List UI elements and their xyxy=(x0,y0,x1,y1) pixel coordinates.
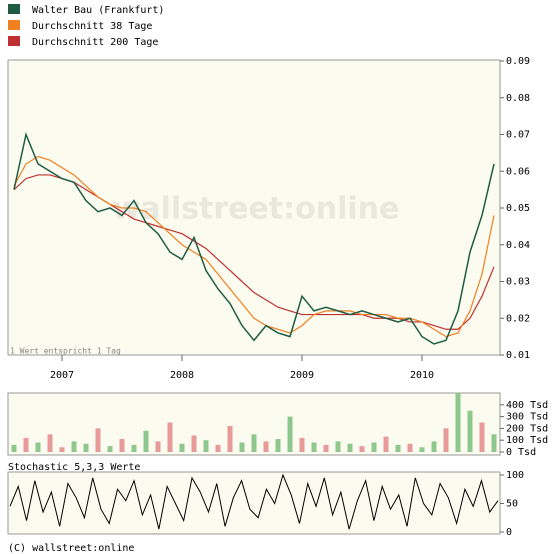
legend-swatch xyxy=(8,36,20,46)
volume-bar xyxy=(95,428,101,452)
volume-bar xyxy=(479,422,485,452)
volume-bar xyxy=(359,446,365,452)
volume-bar xyxy=(167,422,173,452)
x-tick-label: 2009 xyxy=(290,370,314,381)
y-tick-label: 0.06 xyxy=(506,166,530,177)
volume-bar xyxy=(143,430,149,452)
volume-bar xyxy=(419,447,425,452)
y-tick-label: 300 Tsd xyxy=(506,412,548,423)
volume-bar xyxy=(227,426,233,452)
volume-bar xyxy=(155,441,161,452)
volume-bar xyxy=(251,434,257,452)
volume-bar xyxy=(335,441,341,452)
legend-label: Walter Bau (Frankfurt) xyxy=(32,5,164,16)
volume-bar xyxy=(215,444,221,452)
y-tick-label: 0.08 xyxy=(506,93,530,104)
y-tick-label: 0 Tsd xyxy=(506,447,536,458)
footer: (C) wallstreet:online xyxy=(8,543,134,554)
volume-bar xyxy=(119,439,125,452)
price-panel xyxy=(7,59,501,356)
volume-bar xyxy=(395,444,401,452)
volume-bar xyxy=(263,441,269,452)
y-tick-label: 0 xyxy=(506,527,512,538)
volume-bar xyxy=(47,434,53,452)
legend-label: Durchschnitt 38 Tage xyxy=(32,21,152,32)
y-tick-label: 0.04 xyxy=(506,240,530,251)
volume-bar xyxy=(383,436,389,452)
volume-bar xyxy=(287,416,293,452)
stochastic-line xyxy=(9,473,499,530)
volume-bar xyxy=(299,437,305,452)
x-tick-label: 2008 xyxy=(170,370,194,381)
y-tick-label: 0.02 xyxy=(506,313,530,324)
volume-bar xyxy=(179,443,185,452)
volume-bar xyxy=(491,434,497,452)
volume-bar xyxy=(455,393,461,452)
volume-bar xyxy=(83,443,89,452)
legend-label: Durchschnitt 200 Tage xyxy=(32,37,158,48)
y-tick-label: 0.03 xyxy=(506,277,530,288)
y-tick-label: 0.05 xyxy=(506,203,530,214)
y-tick-label: 100 xyxy=(506,470,524,481)
price-line xyxy=(13,131,495,345)
volume-bar xyxy=(59,447,65,452)
volume-bar xyxy=(239,442,245,452)
volume-bar xyxy=(311,442,317,452)
y-tick-label: 0.09 xyxy=(506,56,530,67)
y-tick-label: 0.07 xyxy=(506,130,530,141)
note: 1 Wert entspricht 1 Tag xyxy=(10,347,121,356)
x-tick-label: 2010 xyxy=(410,370,434,381)
legend-swatch xyxy=(8,20,20,30)
volume-bar xyxy=(11,444,17,452)
price-line xyxy=(13,174,495,330)
volume-bar xyxy=(35,442,41,452)
volume-bar xyxy=(71,441,77,452)
watermark: wallstreet:online xyxy=(113,192,400,227)
volume-bar xyxy=(467,410,473,452)
volume-bar xyxy=(347,443,353,452)
y-tick-label: 200 Tsd xyxy=(506,423,548,434)
y-tick-label: 400 Tsd xyxy=(506,400,548,411)
y-tick-label: 100 Tsd xyxy=(506,435,548,446)
volume-bar xyxy=(191,435,197,452)
volume-bar xyxy=(443,428,449,452)
x-tick-label: 2007 xyxy=(50,370,74,381)
stochastic-panel xyxy=(7,471,501,535)
volume-bar xyxy=(107,446,113,452)
volume-bar xyxy=(407,443,413,452)
volume-bar xyxy=(431,441,437,452)
stochastic-title: Stochastic 5,3,3 Werte xyxy=(8,462,140,473)
volume-bar xyxy=(203,440,209,452)
price-line xyxy=(13,155,495,338)
volume-bar xyxy=(131,444,137,452)
y-tick-label: 0.01 xyxy=(506,350,530,361)
volume-bar xyxy=(23,437,29,452)
y-tick-label: 50 xyxy=(506,499,518,510)
volume-bar xyxy=(371,442,377,452)
volume-bar xyxy=(323,444,329,452)
legend-swatch xyxy=(8,4,20,14)
volume-bar xyxy=(275,439,281,452)
